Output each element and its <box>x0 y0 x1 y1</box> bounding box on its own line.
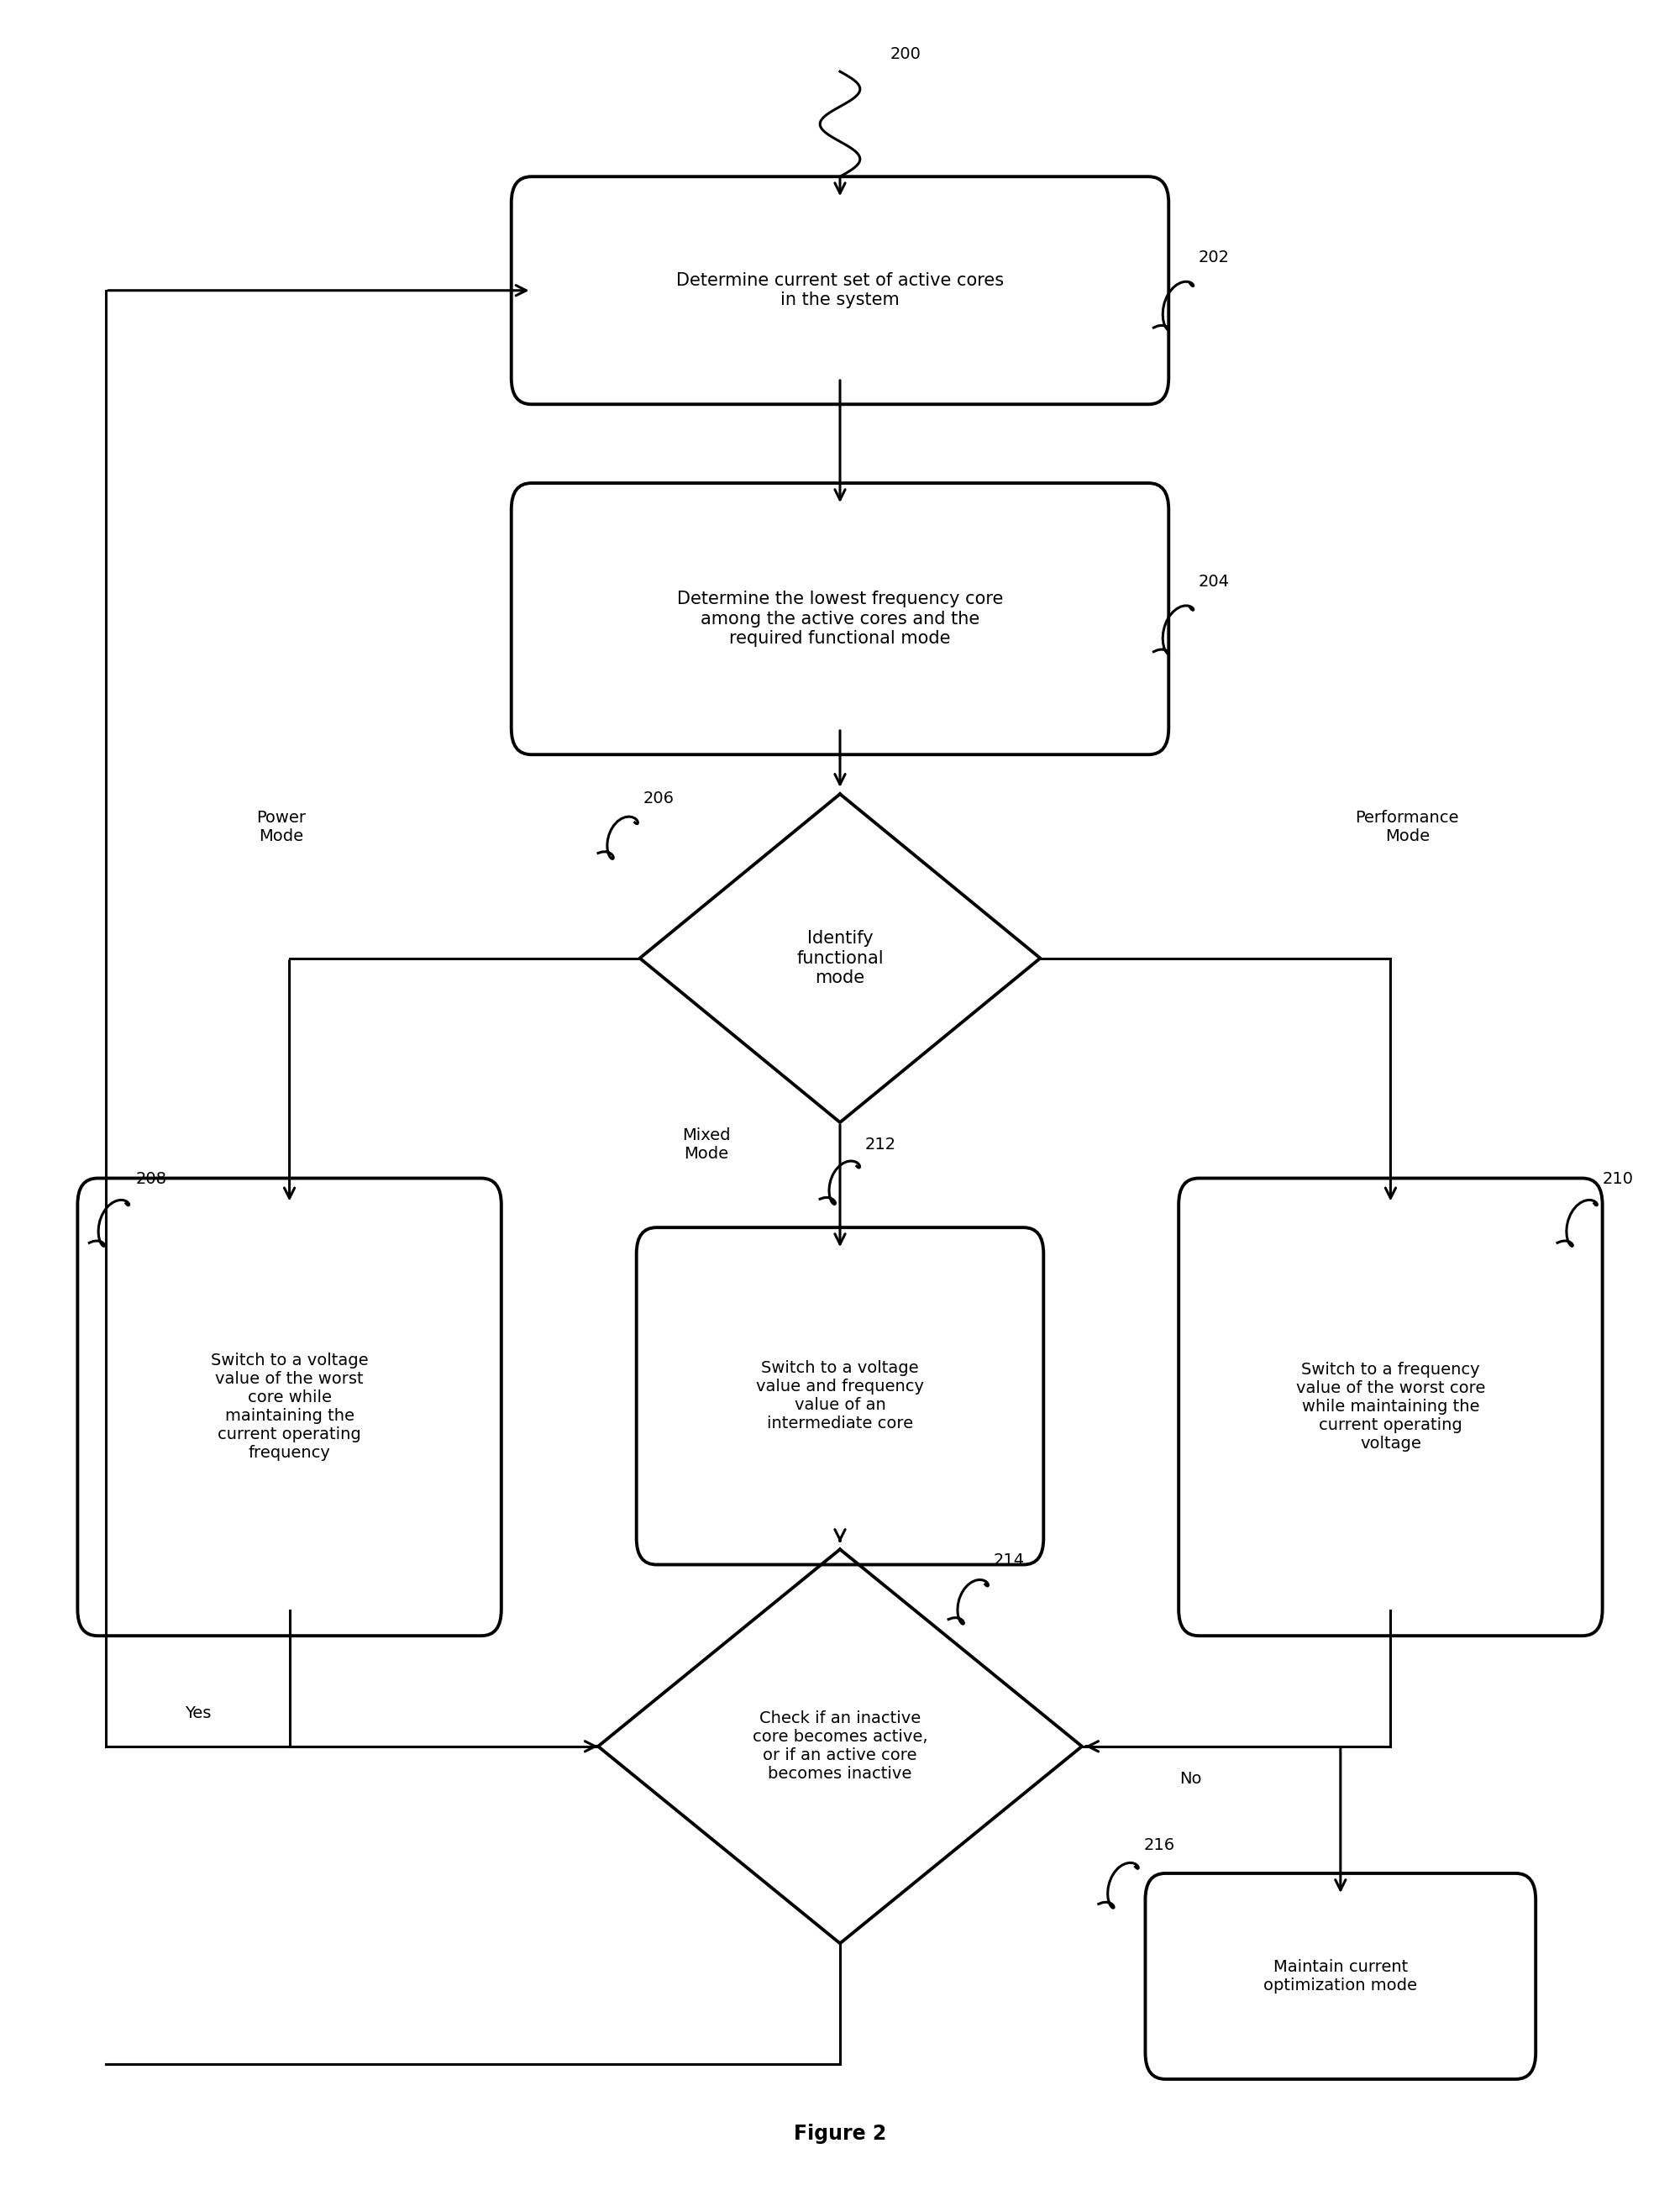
Text: 204: 204 <box>1200 574 1230 590</box>
FancyBboxPatch shape <box>77 1178 501 1635</box>
Text: Mixed
Mode: Mixed Mode <box>682 1127 731 1162</box>
FancyBboxPatch shape <box>511 176 1169 405</box>
Polygon shape <box>598 1550 1082 1943</box>
Text: Performance
Mode: Performance Mode <box>1356 810 1460 843</box>
Text: Check if an inactive
core becomes active,
or if an active core
becomes inactive: Check if an inactive core becomes active… <box>753 1710 927 1783</box>
Text: Switch to a voltage
value and frequency
value of an
intermediate core: Switch to a voltage value and frequency … <box>756 1360 924 1433</box>
Text: Figure 2: Figure 2 <box>793 2124 887 2144</box>
Polygon shape <box>640 795 1040 1123</box>
Text: 202: 202 <box>1200 249 1230 266</box>
Text: Switch to a voltage
value of the worst
core while
maintaining the
current operat: Switch to a voltage value of the worst c… <box>210 1354 368 1461</box>
FancyBboxPatch shape <box>511 482 1169 755</box>
Text: Switch to a frequency
value of the worst core
while maintaining the
current oper: Switch to a frequency value of the worst… <box>1295 1362 1485 1453</box>
Text: Identify
functional
mode: Identify functional mode <box>796 931 884 986</box>
Text: Determine the lowest frequency core
among the active cores and the
required func: Determine the lowest frequency core amon… <box>677 590 1003 647</box>
Text: Determine current set of active cores
in the system: Determine current set of active cores in… <box>675 273 1005 308</box>
Text: 210: 210 <box>1603 1171 1633 1186</box>
FancyBboxPatch shape <box>1179 1178 1603 1635</box>
Text: Maintain current
optimization mode: Maintain current optimization mode <box>1263 1959 1418 1994</box>
Text: 214: 214 <box>993 1552 1025 1569</box>
FancyBboxPatch shape <box>1146 1873 1536 2080</box>
Text: No: No <box>1179 1772 1201 1787</box>
Text: 200: 200 <box>890 46 921 62</box>
Text: Power
Mode: Power Mode <box>257 810 306 843</box>
Text: 208: 208 <box>136 1171 166 1186</box>
Text: 212: 212 <box>865 1136 895 1153</box>
Text: Yes: Yes <box>185 1706 212 1721</box>
Text: 206: 206 <box>643 790 674 806</box>
FancyBboxPatch shape <box>637 1228 1043 1565</box>
Text: 216: 216 <box>1144 1838 1174 1853</box>
